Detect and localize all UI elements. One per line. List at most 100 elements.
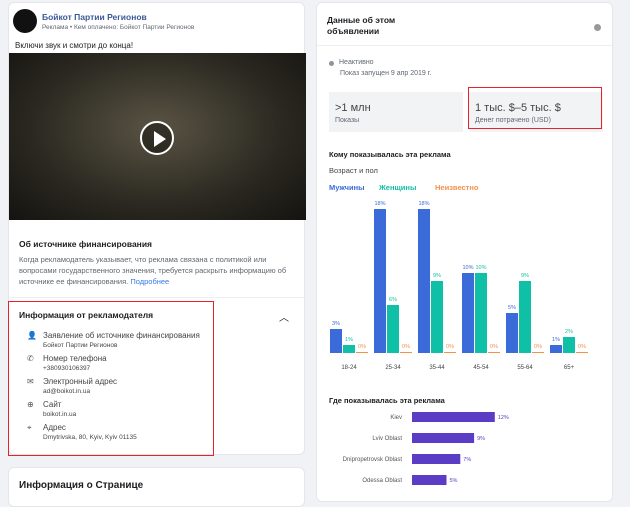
bar-value-label: 10% xyxy=(475,265,486,271)
geo-value-label: 9% xyxy=(477,436,485,442)
bar-value-label: 0% xyxy=(578,344,586,350)
collapse-chevron-icon[interactable]: ︿ xyxy=(279,313,289,324)
age-bar[interactable] xyxy=(374,209,386,353)
advertiser-highlight xyxy=(8,301,214,456)
advertiser-item: ⊕ Сайт boikot.in.ua xyxy=(27,400,76,418)
bar-value-label: 3% xyxy=(332,321,340,327)
person-icon: 👤 xyxy=(27,331,37,340)
item-label: Электронный адрес xyxy=(43,377,118,386)
geo-label: Dnipropetrovsk Oblast xyxy=(343,457,403,463)
funding-body: Когда рекламодатель указывает, что рекла… xyxy=(19,254,294,287)
audience-title: Кому показывалась эта реклама xyxy=(329,150,451,159)
start-date: Показ запущен 9 апр 2019 г. xyxy=(340,70,432,77)
geo-label: Kiev xyxy=(390,415,402,421)
title-line2: объявлении xyxy=(327,26,380,36)
age-bar[interactable] xyxy=(330,329,342,353)
item-label: Адрес xyxy=(43,423,66,432)
play-icon[interactable] xyxy=(140,121,174,155)
age-bar[interactable] xyxy=(431,281,443,353)
item-label: Сайт xyxy=(43,400,62,409)
age-bar[interactable] xyxy=(576,352,588,353)
geo-label: Odessa Oblast xyxy=(362,478,402,484)
bar-value-label: 0% xyxy=(490,344,498,350)
legend-men[interactable]: Мужчины xyxy=(329,183,365,192)
geo-value-label: 7% xyxy=(463,457,471,463)
bar-value-label: 0% xyxy=(446,344,454,350)
bar-value-label: 9% xyxy=(433,273,441,279)
item-value: ad@boikot.in.ua xyxy=(43,388,91,395)
bar-value-label: 1% xyxy=(345,337,353,343)
geo-value-label: 12% xyxy=(498,415,509,421)
age-bar[interactable] xyxy=(356,352,368,353)
item-value: Бойкот Партии Регионов xyxy=(43,342,118,349)
impressions-value: >1 млн xyxy=(335,102,371,114)
bar-value-label: 9% xyxy=(521,273,529,279)
item-value: Dmytrivska, 80, Kyiv, Kyiv 01135 xyxy=(43,434,137,441)
details-title: Данные об этом объявлении xyxy=(327,15,395,37)
email-icon: ✉ xyxy=(27,377,34,386)
geo-bar[interactable] xyxy=(412,433,475,443)
bar-value-label: 18% xyxy=(374,201,385,207)
page-avatar[interactable] xyxy=(13,9,37,33)
age-bar[interactable] xyxy=(444,352,456,353)
info-icon[interactable] xyxy=(594,24,601,31)
ad-text: Включи звук и смотри до конца! xyxy=(15,41,134,50)
age-tick-label: 25-34 xyxy=(385,365,401,371)
ad-card: Бойкот Партии Регионов Реклама • Кем опл… xyxy=(8,2,306,455)
more-link[interactable]: Подробнее xyxy=(130,277,170,286)
age-bar[interactable] xyxy=(418,209,430,353)
bar-value-label: 18% xyxy=(418,201,429,207)
divider xyxy=(9,297,306,298)
title-line1: Данные об этом xyxy=(327,15,396,25)
bar-value-label: 2% xyxy=(565,329,573,335)
divider xyxy=(317,45,614,46)
age-bar[interactable] xyxy=(519,281,531,353)
item-value: boikot.in.ua xyxy=(43,411,77,418)
bar-value-label: 6% xyxy=(389,297,397,303)
funding-title: Об источнике финансирования xyxy=(19,239,152,249)
age-bar[interactable] xyxy=(550,345,562,353)
spent-value: 1 тыс. $–5 тыс. $ xyxy=(475,102,561,114)
bar-value-label: 5% xyxy=(508,305,516,311)
spent-highlight xyxy=(468,87,602,129)
advertiser-item: ⌖ Адрес Dmytrivska, 80, Kyiv, Kyiv 01135 xyxy=(27,423,137,441)
age-bar[interactable] xyxy=(400,352,412,353)
age-bar[interactable] xyxy=(506,313,518,353)
bar-value-label: 10% xyxy=(462,265,473,271)
status-dot-icon xyxy=(329,61,334,66)
impressions-box: >1 млн Показы xyxy=(329,92,463,132)
age-bar[interactable] xyxy=(532,352,544,353)
age-bar[interactable] xyxy=(488,352,500,353)
age-tick-label: 55-64 xyxy=(517,365,533,371)
advertiser-item: ✆ Номер телефона +380930106397 xyxy=(27,354,107,372)
ad-video[interactable] xyxy=(9,53,306,220)
item-value: +380930106397 xyxy=(43,365,91,372)
bar-value-label: 0% xyxy=(358,344,366,350)
spent-box: 1 тыс. $–5 тыс. $ Денег потрачено (USD) xyxy=(469,92,603,132)
advertiser-item: 👤 Заявление об источнике финансирования Бо… xyxy=(27,331,200,349)
legend-unknown[interactable]: Неизвестно xyxy=(435,183,479,192)
age-tick-label: 18-24 xyxy=(341,365,357,371)
globe-icon: ⊕ xyxy=(27,400,34,409)
status-text: Неактивно xyxy=(339,59,374,66)
location-icon: ⌖ xyxy=(27,423,32,432)
age-gender-title: Возраст и пол xyxy=(329,166,378,175)
advertiser-item: ✉ Электронный адрес ad@boikot.in.ua xyxy=(27,377,117,395)
age-bar[interactable] xyxy=(462,273,474,353)
age-bar[interactable] xyxy=(387,305,399,353)
geo-value-label: 5% xyxy=(450,478,458,484)
geo-bar[interactable] xyxy=(412,412,495,422)
geo-bar[interactable] xyxy=(412,475,447,485)
geo-bar[interactable] xyxy=(412,454,461,464)
page-name-link[interactable]: Бойкот Партии Регионов xyxy=(42,12,147,22)
legend-women[interactable]: Женщины xyxy=(379,183,417,192)
age-bar[interactable] xyxy=(475,273,487,353)
page-info-title[interactable]: Информация о Странице xyxy=(19,480,144,491)
item-label: Номер телефона xyxy=(43,354,107,363)
geo-title: Где показывалась эта реклама xyxy=(329,396,445,405)
bar-value-label: 0% xyxy=(402,344,410,350)
funding-text: Когда рекламодатель указывает, что рекла… xyxy=(19,255,287,286)
age-tick-label: 65+ xyxy=(564,365,575,371)
age-bar[interactable] xyxy=(563,337,575,353)
age-bar[interactable] xyxy=(343,345,355,353)
